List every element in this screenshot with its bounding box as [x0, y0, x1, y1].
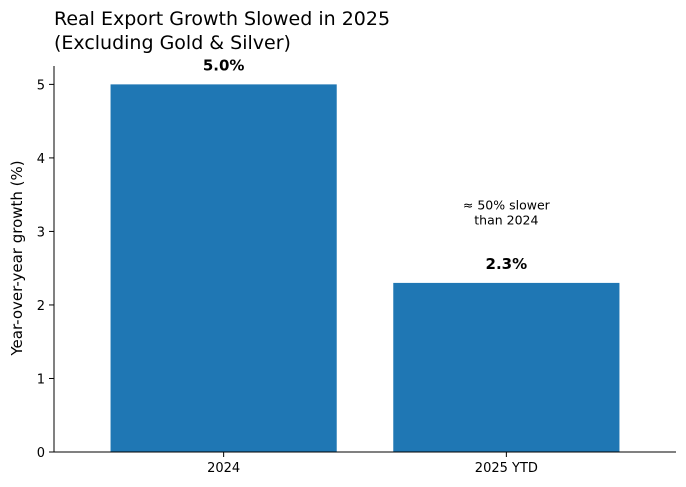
x-tick-label: 2024	[207, 461, 240, 476]
y-tick-label: 4	[37, 152, 45, 167]
annotation-line: than 2024	[474, 212, 538, 227]
y-tick-label: 5	[37, 78, 45, 93]
plot-area: 5.0% 2.3% 0 1 2 3 4 5 2024 2025 YTD ≈ 50% slowerth…	[37, 56, 676, 476]
chart-title-line-2: (Excluding Gold & Silver)	[54, 32, 291, 54]
y-tick-label: 2	[37, 299, 45, 314]
bar-2024	[110, 84, 337, 452]
y-tick-label: 0	[37, 446, 45, 461]
x-tick-label: 2025 YTD	[475, 461, 538, 476]
bar-value-label: 5.0%	[203, 56, 245, 74]
bar-2025-ytd	[393, 282, 620, 452]
y-tick-label: 1	[37, 372, 45, 387]
chart-title-line-1: Real Export Growth Slowed in 2025	[54, 8, 390, 30]
y-tick-label: 3	[37, 225, 45, 240]
annotation-line: ≈ 50% slower	[463, 197, 551, 212]
y-axis-label: Year-over-year growth (%)	[8, 160, 26, 356]
bar-value-label: 2.3%	[486, 255, 528, 273]
